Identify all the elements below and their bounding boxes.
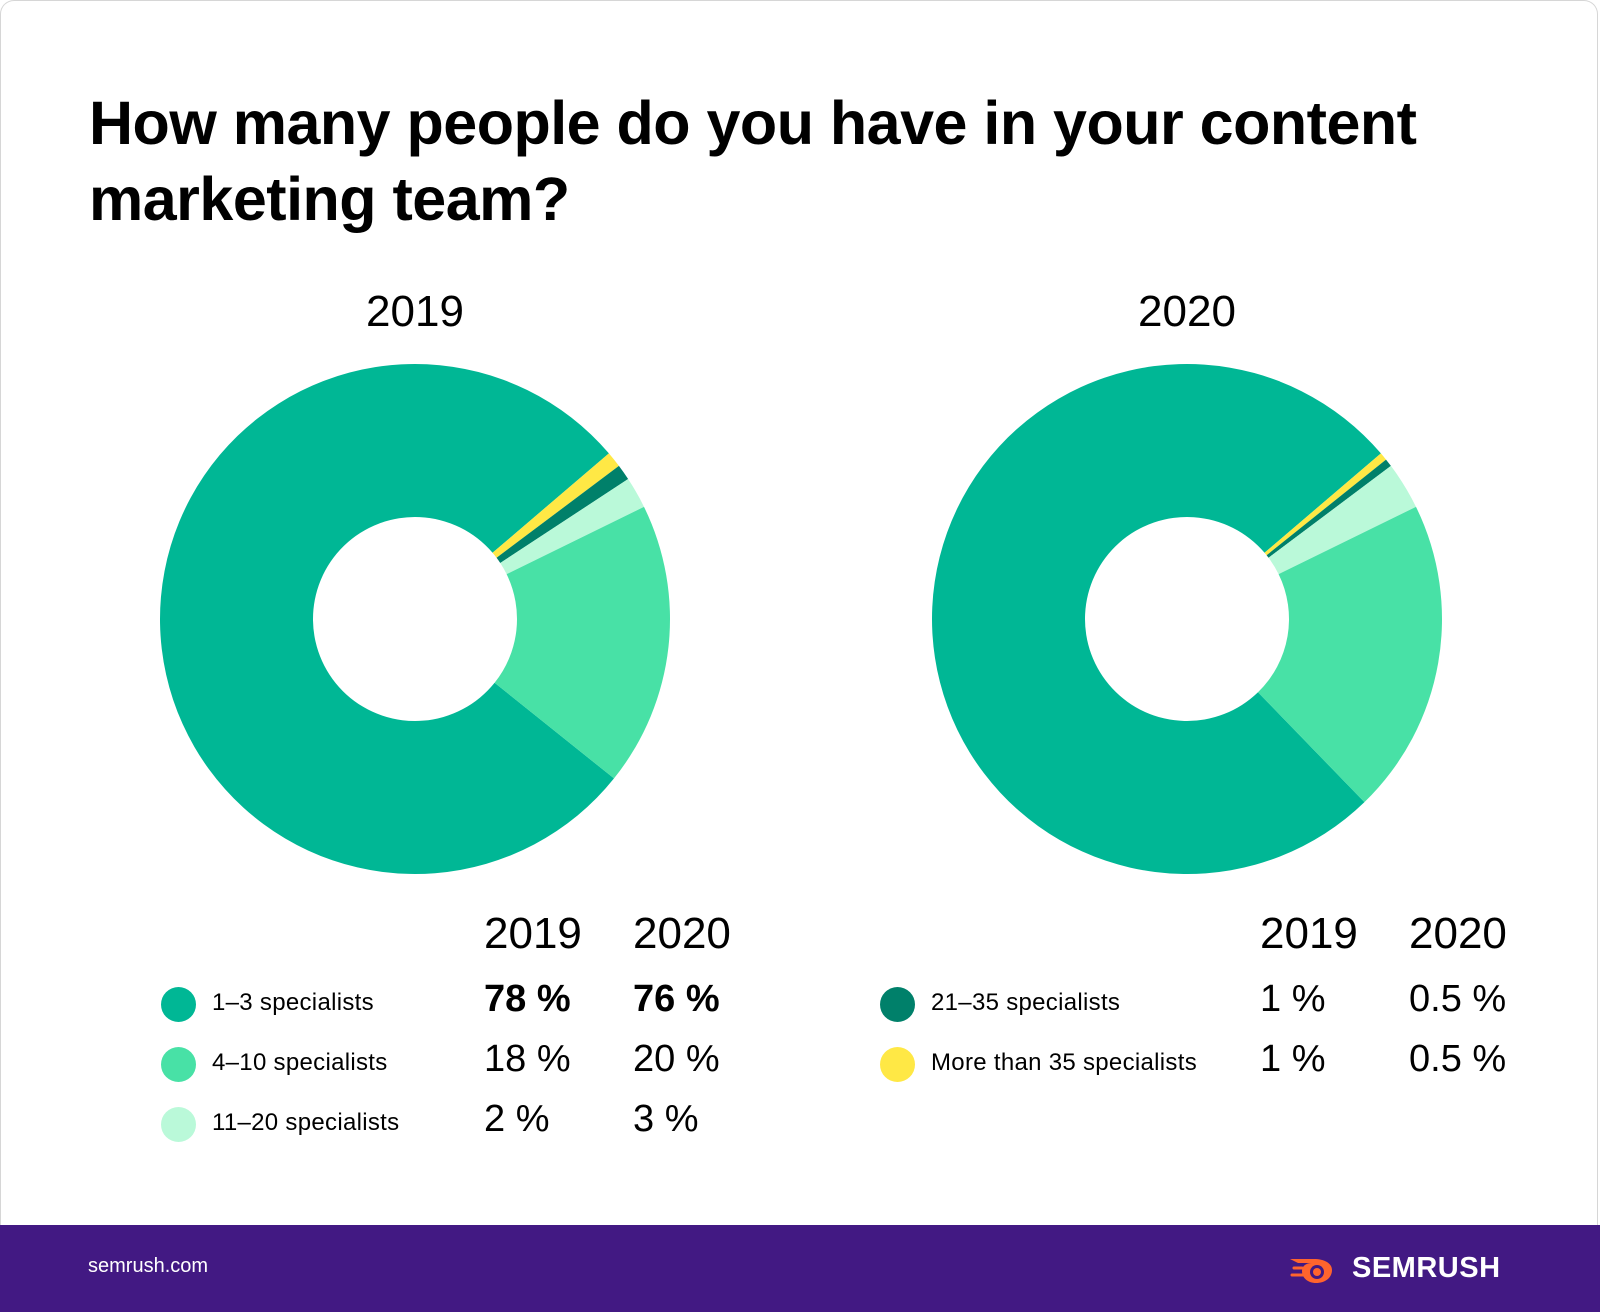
- semrush-logo-text: SEMRUSH: [1352, 1251, 1501, 1284]
- semrush-logo: SEMRUSH: [1288, 1247, 1501, 1289]
- legend-value-2019: 1 %: [1260, 1038, 1326, 1080]
- legend-value-2020: 3 %: [633, 1098, 699, 1140]
- footer-bar: semrush.com SEMRUSH: [0, 1225, 1600, 1312]
- chart-card: How many people do you have in your cont…: [0, 0, 1598, 1225]
- donut-slice-2019-4-10-specialists: [494, 506, 670, 779]
- donut-slice-2019-11-20-specialists: [500, 478, 644, 575]
- legend-dot: [880, 987, 915, 1022]
- donut-charts: 2019 2020: [160, 287, 1442, 875]
- donut-slice-2020-4-10-specialists: [1257, 506, 1442, 803]
- donut-slice-2019-1-3-specialists: [160, 364, 615, 875]
- donut-title-2020: 2020: [1138, 287, 1236, 336]
- legend-right-year-2020: 2020: [1409, 909, 1507, 958]
- legend-value-2019: 1 %: [1260, 978, 1326, 1020]
- legend-dot: [161, 1107, 196, 1142]
- donut-slice-2019-21-35-specialists: [496, 465, 629, 563]
- legend-dot: [161, 1047, 196, 1082]
- chart-title: How many people do you have in your cont…: [89, 89, 1417, 233]
- donut-slice-2020-11-20-specialists: [1268, 465, 1416, 575]
- legend-value-2019: 18 %: [484, 1038, 571, 1080]
- donut-title-2019: 2019: [366, 287, 464, 336]
- legend-value-2020: 20 %: [633, 1038, 720, 1080]
- donut-slice-2020-21-35-specialists: [1266, 459, 1391, 558]
- legend-dot: [880, 1047, 915, 1082]
- donut-slice-2020-1-3-specialists: [932, 363, 1381, 874]
- legend-label: 1–3 specialists: [212, 989, 374, 1016]
- legend-right-year-2019: 2019: [1260, 909, 1358, 958]
- legend-left-year-2019: 2019: [484, 909, 582, 958]
- donut-slice-2020-more-than-35-specialists: [1264, 453, 1387, 556]
- legend-dot: [161, 987, 196, 1022]
- legend-label: 4–10 specialists: [212, 1049, 388, 1076]
- legend-value-2020: 0.5 %: [1409, 1038, 1507, 1080]
- footer-url[interactable]: semrush.com: [88, 1255, 209, 1277]
- legend-label: More than 35 specialists: [931, 1049, 1197, 1076]
- semrush-flame-icon: [1290, 1259, 1332, 1283]
- legend-value-2020: 76 %: [633, 978, 720, 1020]
- legend-value-2019: 2 %: [484, 1098, 550, 1140]
- donut-slice-2019-more-than-35-specialists: [492, 453, 619, 558]
- legend-left-year-2020: 2020: [633, 909, 731, 958]
- legend-label: 11–20 specialists: [212, 1109, 400, 1136]
- legend-value-2019: 78 %: [484, 978, 571, 1020]
- legend-value-2020: 0.5 %: [1409, 978, 1507, 1020]
- legend-label: 21–35 specialists: [931, 989, 1121, 1016]
